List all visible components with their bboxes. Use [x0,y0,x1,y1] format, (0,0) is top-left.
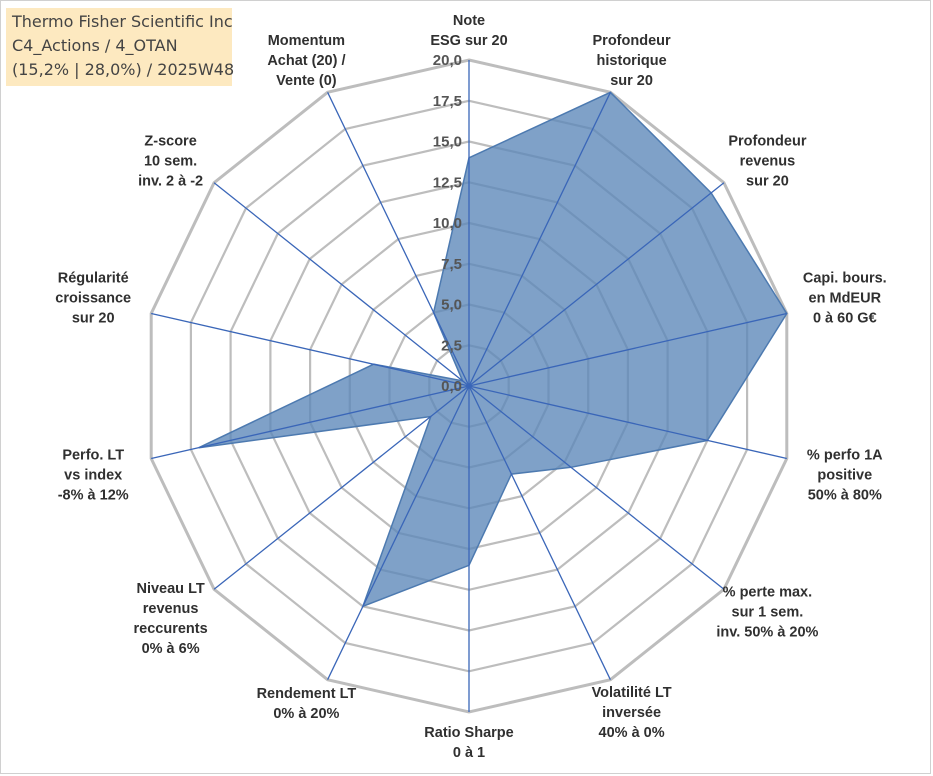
axis-label-line: 0% à 6% [142,641,200,657]
axis-label-line: Perfo. LT [62,448,124,464]
axis-label-line: 40% à 0% [599,725,665,741]
axis-labels: Note ESG sur 20 Profondeur historique sur 20… [55,13,886,761]
axis-label-line: Niveau LT [136,581,204,597]
spoke-8 [327,385,470,680]
axis-label-line: 0 à 60 G€ [813,311,877,327]
axis-label-line: 0% à 20% [273,706,339,722]
radial-tick-labels: 0,0 2,5 5,0 7,5 10,0 12,5 15,0 17,5 20,0 [433,52,462,395]
axis-label-6: Volatilité LT inversée 40% à 0% [592,685,672,741]
axis-label-7: Ratio Sharpe 0 à 1 [424,725,513,761]
axis-label-line: 10 sem. [144,153,197,169]
spoke-6 [468,385,611,680]
axis-label-line: Capi. bours. [803,271,887,287]
tick-label: 17,5 [433,93,462,110]
axis-label-line: sur 20 [746,173,789,189]
axis-label-line: % perte max. [723,585,812,601]
spoke-4 [468,385,787,460]
axis-label-line: Momentum [268,33,345,49]
axis-label-13: Momentum Achat (20) / Vente (0) [267,33,345,89]
axis-label-line: -8% à 12% [58,488,129,504]
company-name: Thermo Fisher Scientific Inc [12,12,233,31]
axis-label-line: % perfo 1A [807,448,883,464]
axis-label-line: revenus [143,601,199,617]
axis-label-9: Niveau LT revenus reccurents 0% à 6% [134,581,208,657]
tick-label: 7,5 [441,256,462,273]
tick-label: 2,5 [441,337,462,354]
spoke-5 [468,385,725,590]
tick-label: 15,0 [433,134,462,151]
axis-label-5: % perte max. sur 1 sem. inv. 50% à 20% [716,585,818,641]
axis-label-line: Volatilité LT [592,685,672,701]
axis-label-line: 0 à 1 [453,745,485,761]
axis-label-3: Capi. bours. en MdEUR 0 à 60 G€ [803,271,887,327]
axis-label-12: Z-score 10 sem. inv. 2 à -2 [138,133,203,189]
axis-label-line: Z-score [144,133,196,149]
radar-series-layer [198,91,788,608]
axis-label-4: % perfo 1A positive 50% à 80% [807,448,883,504]
spoke-13 [327,92,470,387]
performance-week: (15,2% | 28,0%) / 2025W48 [12,60,235,79]
tick-label: 0,0 [441,378,462,395]
spoke-11 [151,312,470,387]
series-area-0 [198,91,788,608]
axis-label-line: vs index [64,468,122,484]
axis-label-line: Vente (0) [276,73,337,89]
spoke-2 [468,182,725,387]
axis-label-line: inv. 50% à 20% [716,625,818,641]
axis-label-line: sur 1 sem. [732,605,804,621]
spoke-12 [213,182,470,387]
axis-label-line: inv. 2 à -2 [138,173,203,189]
axis-label-line: ESG sur 20 [430,33,507,49]
axis-label-11: Régularité croissance sur 20 [55,271,131,327]
axis-label-2: Profondeur revenus sur 20 [728,133,806,189]
tick-label: 5,0 [441,297,462,314]
axis-label-1: Profondeur historique sur 20 [593,33,671,89]
axis-label-line: en MdEUR [809,291,882,307]
portfolio-category: C4_Actions / 4_OTAN [12,36,178,55]
stock-info-box: Thermo Fisher Scientific Inc C4_Actions … [6,8,235,86]
axis-label-line: Note [453,13,485,29]
axis-label-10: Perfo. LT vs index -8% à 12% [58,448,129,504]
axis-label-line: revenus [740,153,796,169]
spoke-9 [213,385,470,590]
axis-label-line: Régularité [58,271,129,287]
spoke-10 [151,385,470,460]
axis-label-line: inversée [602,705,661,721]
tick-label: 10,0 [433,215,462,232]
spoke-3 [468,312,787,387]
axis-label-line: Profondeur [728,133,806,149]
axis-label-line: 50% à 80% [808,488,882,504]
axis-label-8: Rendement LT 0% à 20% [257,686,357,722]
axis-label-line: Profondeur [593,33,671,49]
tick-label: 12,5 [433,174,462,191]
tick-label: 20,0 [433,52,462,69]
axis-label-line: historique [597,53,667,69]
axis-label-line: reccurents [134,621,208,637]
axis-label-line: sur 20 [610,73,653,89]
axis-label-line: sur 20 [72,311,115,327]
axis-label-line: positive [817,468,872,484]
axis-label-line: Rendement LT [257,686,357,702]
axis-label-line: Ratio Sharpe [424,725,513,741]
axis-label-line: croissance [55,291,131,307]
axis-label-line: Achat (20) / [267,53,345,69]
spoke-1 [468,92,611,387]
axis-label-0: Note ESG sur 20 [430,13,507,49]
radar-spokes [151,60,787,712]
